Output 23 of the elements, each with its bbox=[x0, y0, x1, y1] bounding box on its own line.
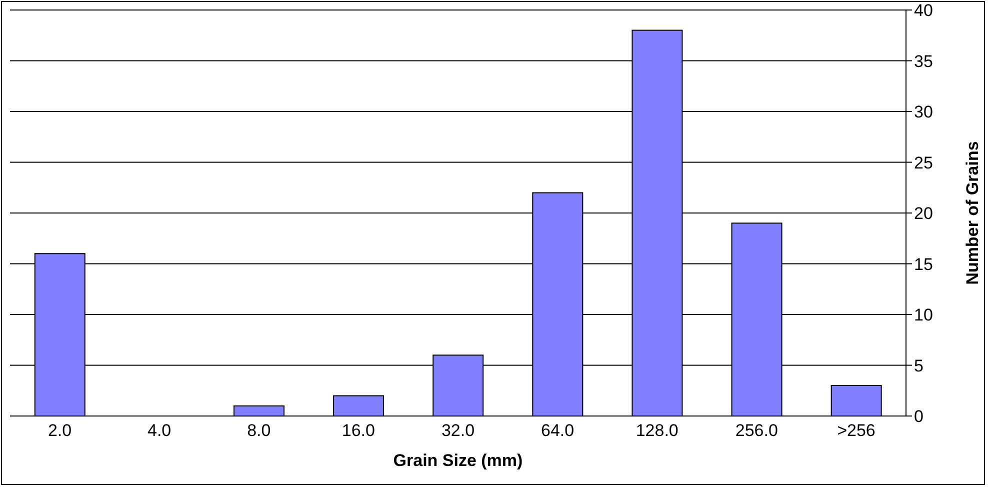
x-tick-label: 8.0 bbox=[247, 421, 271, 440]
x-tick-label: 64.0 bbox=[541, 421, 574, 440]
y-tick-label: 0 bbox=[914, 407, 924, 426]
x-tick-label: 16.0 bbox=[342, 421, 375, 440]
bar bbox=[333, 395, 384, 416]
y-tick-label: 5 bbox=[914, 356, 924, 376]
y-tick-label: 20 bbox=[914, 204, 933, 224]
x-tick-label: 2.0 bbox=[48, 421, 72, 440]
x-axis-title: Grain Size (mm) bbox=[393, 451, 523, 470]
y-tick-label: 10 bbox=[914, 306, 933, 325]
y-tick-label: 40 bbox=[914, 1, 933, 20]
y-axis-title: Number of Grains bbox=[963, 141, 982, 285]
y-tick-label: 25 bbox=[914, 153, 933, 172]
x-tick-label: 4.0 bbox=[148, 421, 172, 440]
x-tick-label: 256.0 bbox=[735, 421, 778, 440]
y-tick-label: 35 bbox=[914, 52, 933, 71]
bar bbox=[830, 385, 882, 416]
y-tick-label: 15 bbox=[914, 254, 933, 274]
x-tick-label: 32.0 bbox=[441, 421, 475, 440]
x-tick-label: 128.0 bbox=[636, 421, 678, 440]
x-tick-label: >256 bbox=[837, 421, 876, 440]
bar bbox=[234, 405, 284, 416]
y-tick-label: 30 bbox=[914, 102, 933, 122]
